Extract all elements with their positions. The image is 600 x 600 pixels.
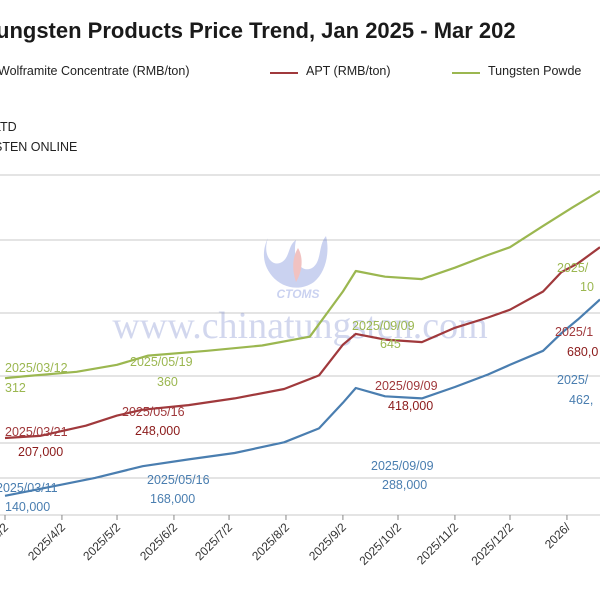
x-axis-ticks: 5/2 2025/4/2 2025/5/2 2025/6/2 2025/7/2 2025/… xyxy=(0,515,574,568)
x-tick-label: 2025/10/2 xyxy=(356,520,404,568)
watermark-logo-mark xyxy=(263,236,328,288)
annotation-value: 360 xyxy=(157,375,178,389)
annotation-date: 2025/03/21 xyxy=(5,425,68,439)
annotation-date: 2025/ xyxy=(557,373,589,387)
source-line-1: LTD xyxy=(0,120,17,134)
x-tick-label: 2025/12/2 xyxy=(468,520,516,568)
legend-item-tungsten-powder: Tungsten Powde xyxy=(488,64,581,78)
annotation-value: 288,000 xyxy=(382,478,427,492)
annotation-value: 10 xyxy=(580,280,594,294)
annotation-value: 248,000 xyxy=(135,424,180,438)
annotation-value: 645 xyxy=(380,337,401,351)
legend-label-apt: APT (RMB/ton) xyxy=(306,64,391,78)
annotation-value: 312 xyxy=(5,381,26,395)
x-tick-label: 2026/ xyxy=(542,520,574,552)
chart-title: ungsten Products Price Trend, Jan 2025 -… xyxy=(0,18,516,43)
annotation-date: 2025/ xyxy=(557,261,589,275)
series-lines xyxy=(4,189,600,497)
annotation-value: 680,0 xyxy=(567,345,598,359)
legend-label-wolframite: Wolframite Concentrate (RMB/ton) xyxy=(0,64,190,78)
annotation-date: 2025/05/19 xyxy=(130,355,193,369)
x-tick-label: 2025/6/2 xyxy=(137,520,180,563)
x-tick-label: 2025/7/2 xyxy=(192,520,235,563)
x-tick-label: 2025/11/2 xyxy=(414,520,461,567)
annotation-date: 2025/03/12 xyxy=(5,361,68,375)
legend-label-tungsten-powder: Tungsten Powde xyxy=(488,64,582,78)
annotation-date: 2025/09/09 xyxy=(371,459,434,473)
annotation-date: 2025/05/16 xyxy=(122,405,185,419)
annotation-value: 140,000 xyxy=(5,500,50,514)
annotation-value: 168,000 xyxy=(150,492,195,506)
series-line-0 xyxy=(4,298,600,497)
annotation-date: 2025/03/11 xyxy=(0,481,58,495)
x-tick-label: 5/2 xyxy=(0,520,11,542)
source-line-2: STEN ONLINE xyxy=(0,140,78,154)
x-tick-label: 2025/9/2 xyxy=(306,520,349,563)
annotation-value: 418,000 xyxy=(388,399,433,413)
annotation-date: 2025/1 xyxy=(555,325,593,339)
watermark-logo-text: CTOMS xyxy=(276,287,319,301)
legend-swatch-tungsten-powder xyxy=(452,72,480,74)
legend-swatch-apt xyxy=(270,72,298,74)
chart-legend: Wolframite Concentrate (RMB/ton) APT (RM… xyxy=(0,64,600,84)
series-line-2 xyxy=(4,189,600,380)
grid-lines xyxy=(0,174,600,516)
watermark: CTOMS www.chinatungsten.com xyxy=(112,236,488,347)
annotation-value: 207,000 xyxy=(18,445,63,459)
annotation-date: 2025/09/09 xyxy=(375,379,438,393)
x-tick-label: 2025/8/2 xyxy=(249,520,292,563)
annotation-value: 462, xyxy=(569,393,593,407)
data-annotations: 2025/03/12 312 2025/05/19 360 2025/09/09 645 2… xyxy=(0,261,598,514)
legend-item-wolframite: Wolframite Concentrate (RMB/ton) xyxy=(0,64,190,78)
annotation-date: 2025/05/16 xyxy=(147,473,210,487)
x-tick-label: 2025/5/2 xyxy=(80,520,123,563)
legend-item-apt: APT (RMB/ton) xyxy=(306,64,391,78)
series-line-1 xyxy=(4,246,600,440)
annotation-date: 2025/09/09 xyxy=(352,319,415,333)
watermark-logo-flame xyxy=(293,248,302,282)
x-tick-label: 2025/4/2 xyxy=(25,520,68,563)
watermark-url: www.chinatungsten.com xyxy=(112,305,487,347)
